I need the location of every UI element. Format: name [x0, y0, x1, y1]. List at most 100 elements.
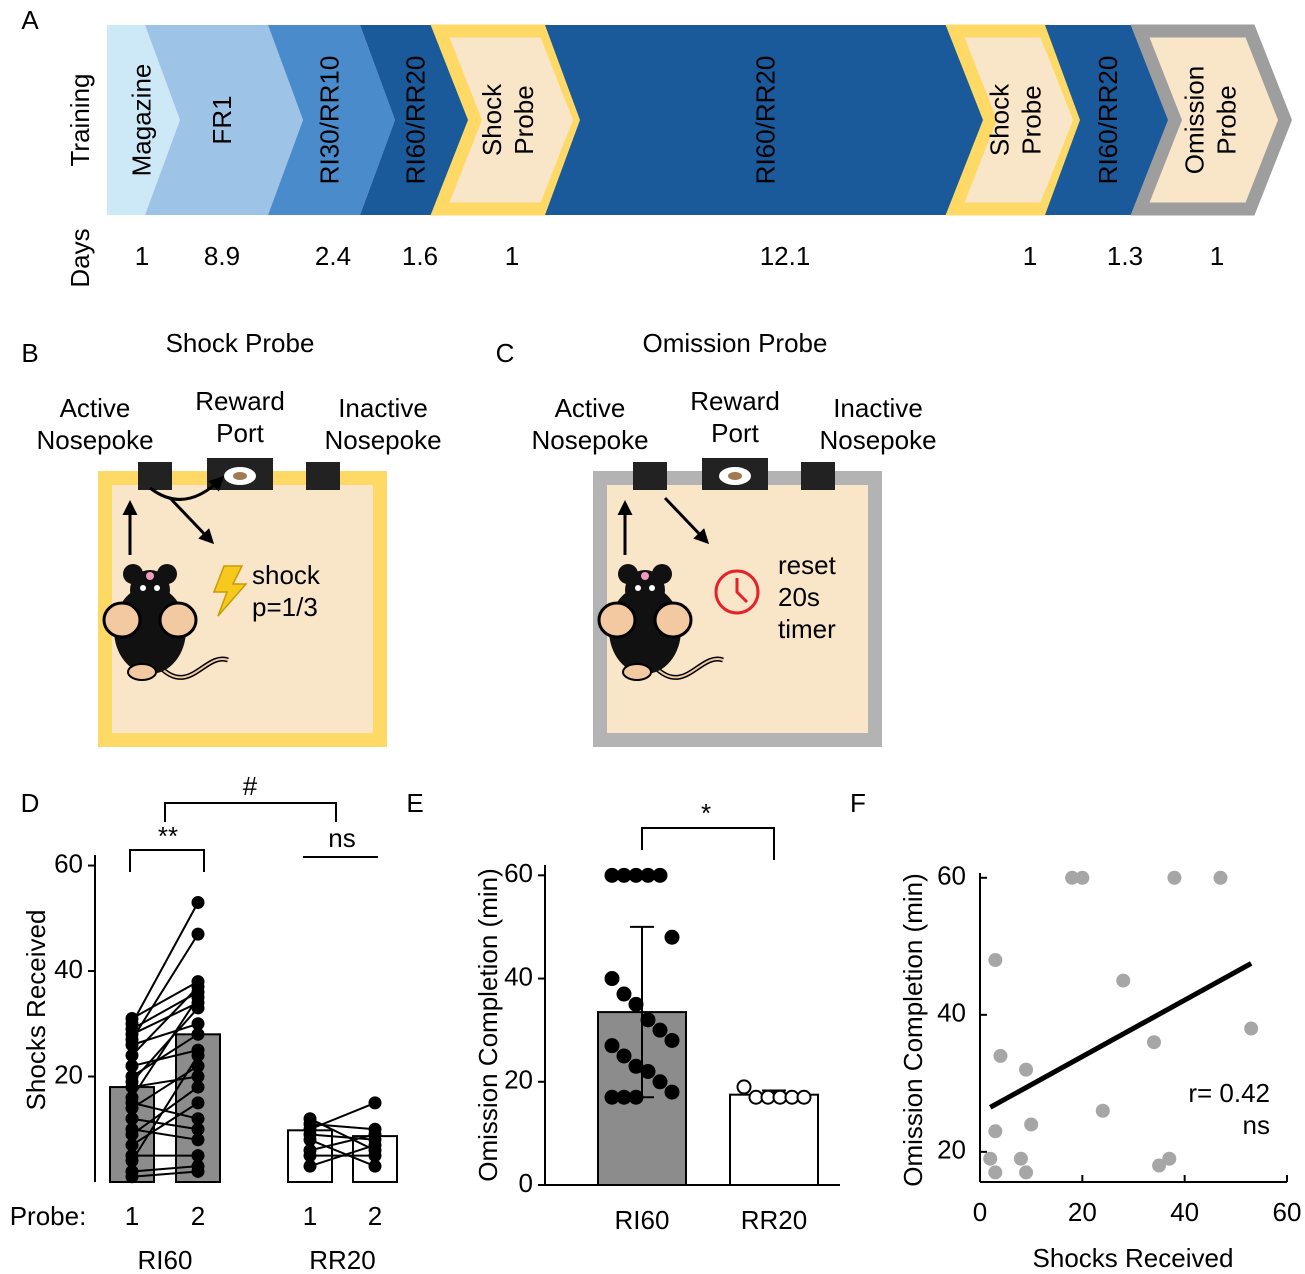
- x-tick-label: 40: [1170, 1197, 1199, 1227]
- data-point: [736, 1079, 752, 1095]
- pair-line: [131, 1165, 199, 1173]
- probe-label: 1: [125, 1201, 139, 1231]
- data-point: [640, 1063, 656, 1079]
- pair-line: [309, 1138, 376, 1168]
- data-point: [191, 1001, 205, 1015]
- data-point: [1244, 1021, 1259, 1036]
- port-label: Port: [711, 418, 759, 448]
- y-axis-label: Omission Completion (min): [473, 868, 503, 1182]
- data-point: [125, 1059, 139, 1073]
- port-label: Nosepoke: [819, 425, 936, 455]
- inactive-nosepoke: [801, 462, 835, 490]
- inactive-nosepoke: [306, 462, 340, 490]
- group-label: RR20: [309, 1245, 375, 1274]
- data-point: [1019, 1165, 1034, 1180]
- data-point: [1152, 1158, 1167, 1173]
- data-point: [191, 1080, 205, 1094]
- port-label: Nosepoke: [36, 425, 153, 455]
- days-value: 2.4: [315, 241, 351, 271]
- x-tick-label: RR20: [741, 1205, 807, 1235]
- data-point: [988, 1124, 1003, 1139]
- data-point: [191, 990, 205, 1004]
- data-point: [125, 1138, 139, 1152]
- data-point: [191, 895, 205, 909]
- data-point: [652, 1022, 668, 1038]
- stage-arrow: [268, 25, 395, 215]
- stage-label: RI30/RR10: [314, 56, 344, 185]
- stage-label: Probe: [1211, 85, 1241, 154]
- x-tick-label: 20: [1068, 1197, 1097, 1227]
- note: reset: [778, 550, 837, 580]
- data-point: [125, 1112, 139, 1126]
- data-point: [191, 1112, 205, 1126]
- port-label: Nosepoke: [531, 425, 648, 455]
- pair-line: [131, 1049, 199, 1067]
- y-tick-label: 40: [937, 998, 966, 1028]
- stage-label: Shock: [984, 83, 1014, 156]
- note: timer: [778, 614, 836, 644]
- pair-line: [131, 1001, 199, 1036]
- port-label: Inactive: [338, 393, 428, 423]
- data-point: [988, 953, 1003, 968]
- arrow: [663, 496, 710, 545]
- annotation: **: [158, 821, 178, 851]
- data-point: [191, 1070, 205, 1084]
- arrow: [149, 475, 225, 501]
- data-point: [125, 1128, 139, 1142]
- data-point: [1095, 1103, 1110, 1118]
- clock: [714, 569, 760, 615]
- days-value: 1.3: [1107, 241, 1143, 271]
- data-point: [125, 1154, 139, 1168]
- arrow: [168, 496, 215, 545]
- probe-chevron: [945, 24, 1087, 216]
- mouse-head: [625, 570, 665, 610]
- active-nosepoke: [633, 462, 667, 490]
- data-point: [604, 1038, 620, 1054]
- data-point: [125, 1038, 139, 1052]
- annotation: ns: [328, 823, 355, 853]
- y-tick-label: 20: [937, 1135, 966, 1165]
- pair-line: [309, 1101, 376, 1131]
- pair-line: [131, 1075, 199, 1089]
- stage-arrow: [360, 25, 475, 215]
- data-point: [368, 1149, 382, 1163]
- stage-arrow: [1045, 25, 1175, 215]
- group-label: RI60: [138, 1245, 193, 1274]
- mouse-nose: [641, 572, 649, 580]
- clock-hands: [735, 578, 749, 604]
- probe-label: 2: [368, 1201, 382, 1231]
- data-point: [191, 1149, 205, 1163]
- data-point: [191, 1096, 205, 1110]
- x-tick-label: 0: [973, 1197, 987, 1227]
- mouse-tail-inner: [159, 658, 229, 679]
- mouse-paw: [597, 601, 637, 639]
- pair-line: [131, 901, 199, 1025]
- data-point: [1065, 870, 1080, 885]
- port-label: Active: [60, 393, 131, 423]
- data-point: [628, 996, 644, 1012]
- data-point: [303, 1159, 317, 1173]
- probe-label: 1: [303, 1201, 317, 1231]
- y-tick-label: 40: [504, 961, 533, 991]
- note: shock: [252, 560, 321, 590]
- data-point: [368, 1159, 382, 1173]
- note: p=1/3: [252, 592, 318, 622]
- days-value: 1.6: [402, 241, 438, 271]
- reward-pellet: [728, 472, 742, 480]
- days-value: 1: [135, 241, 149, 271]
- data-point: [303, 1149, 317, 1163]
- stage-label: RI60/RR20: [750, 56, 780, 185]
- data-point: [1019, 1062, 1034, 1077]
- annotation: r= 0.42: [1188, 1078, 1270, 1108]
- mouse-eye: [140, 585, 146, 591]
- days-value: 1: [1210, 241, 1224, 271]
- mouse-tail-inner: [654, 658, 724, 679]
- data-point: [191, 1122, 205, 1136]
- stage-label: Magazine: [126, 64, 156, 177]
- mouse-paw: [102, 601, 142, 639]
- data-point: [1075, 870, 1090, 885]
- mouse-nose: [146, 572, 154, 580]
- data-point: [652, 1074, 668, 1090]
- panel-label: C: [496, 338, 515, 368]
- data-point: [125, 1101, 139, 1115]
